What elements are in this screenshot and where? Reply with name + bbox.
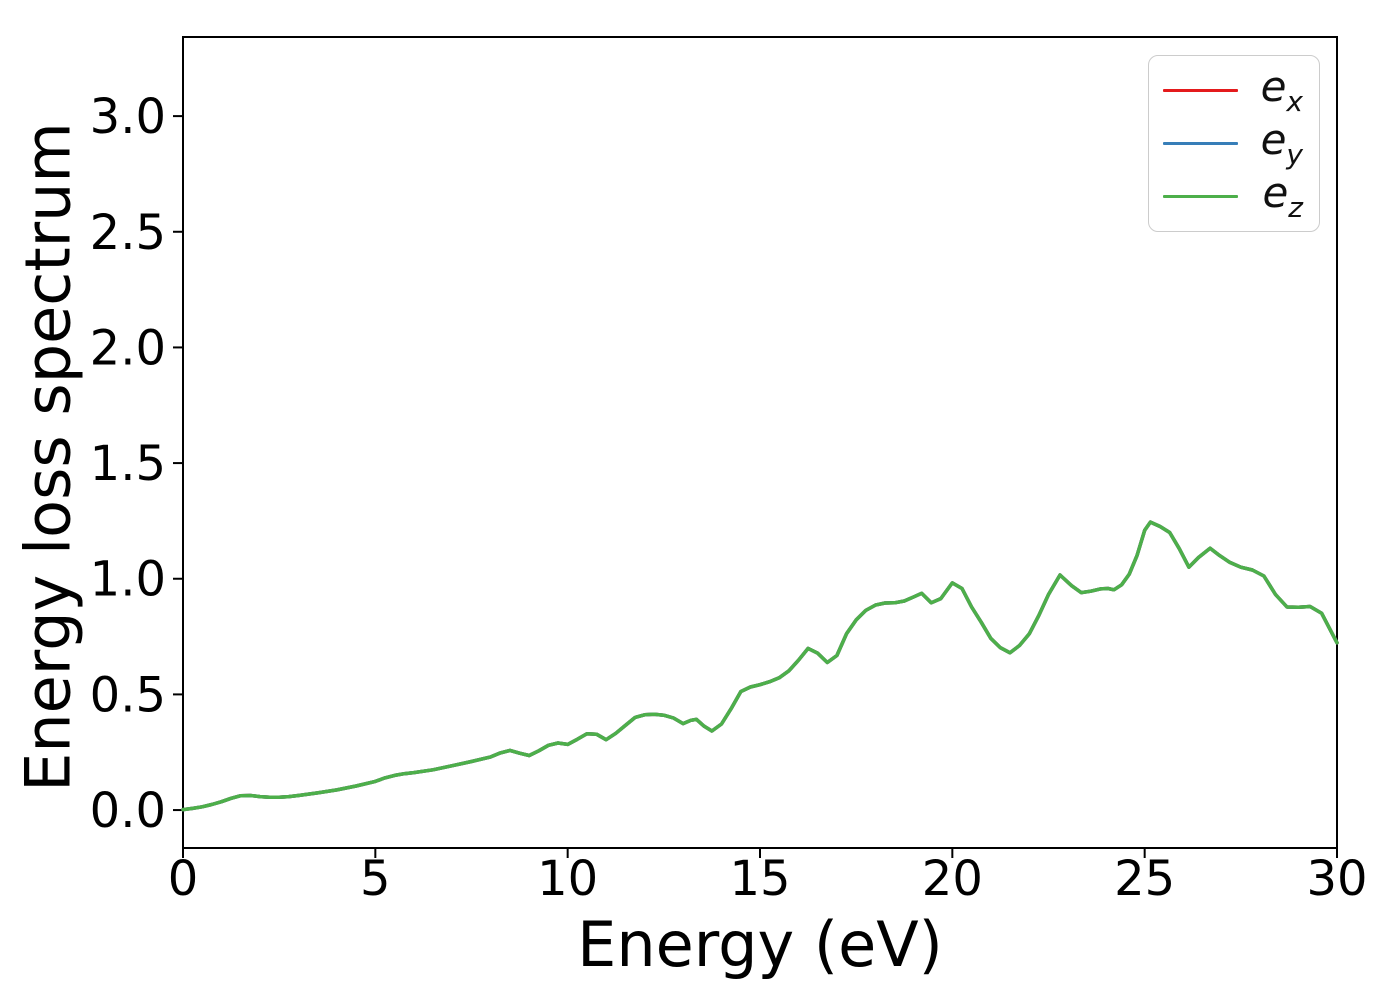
legend: ex ey ez	[1148, 55, 1320, 232]
legend-item-ey: ey	[1163, 118, 1305, 171]
legend-label-ex: ex	[1261, 65, 1305, 118]
y-tick-label: 0.0	[90, 783, 166, 839]
y-tick-label: 2.0	[90, 320, 166, 376]
y-tick-label: 0.5	[90, 667, 166, 723]
y-tick-label: 1.5	[90, 436, 166, 492]
legend-label-ez-var: e	[1262, 167, 1289, 217]
x-tick-label: 15	[729, 851, 790, 907]
legend-swatch-ex	[1163, 88, 1238, 93]
legend-item-ez: ez	[1163, 171, 1305, 224]
x-tick-label: 10	[537, 851, 598, 907]
x-tick-label: 5	[360, 851, 391, 907]
y-tick-label: 2.5	[90, 205, 166, 261]
legend-item-ex: ex	[1163, 65, 1305, 118]
series-line-e_y	[181, 520, 1339, 812]
x-tick-label: 30	[1306, 851, 1367, 907]
legend-label-ey: ey	[1261, 118, 1305, 171]
legend-swatch-ez	[1163, 194, 1238, 199]
y-tick-label: 1.0	[90, 552, 166, 608]
legend-label-ey-var: e	[1260, 114, 1287, 164]
series-line-e_z	[181, 520, 1339, 812]
y-axis-label: Energy loss spectrum	[11, 122, 85, 792]
legend-label-ez-sub: z	[1288, 190, 1303, 224]
legend-label-ez: ez	[1262, 171, 1305, 224]
y-tick-label: 3.0	[90, 89, 166, 145]
legend-swatch-ey	[1163, 141, 1238, 146]
series-line-e_x	[181, 520, 1339, 812]
x-tick-label: 25	[1114, 851, 1175, 907]
legend-label-ex-var: e	[1260, 61, 1287, 111]
x-axis-label: Energy (eV)	[577, 908, 943, 981]
legend-label-ey-sub: y	[1286, 137, 1303, 171]
x-tick-label: 20	[922, 851, 983, 907]
legend-label-ex-sub: x	[1286, 84, 1303, 118]
x-tick-label: 0	[168, 851, 199, 907]
